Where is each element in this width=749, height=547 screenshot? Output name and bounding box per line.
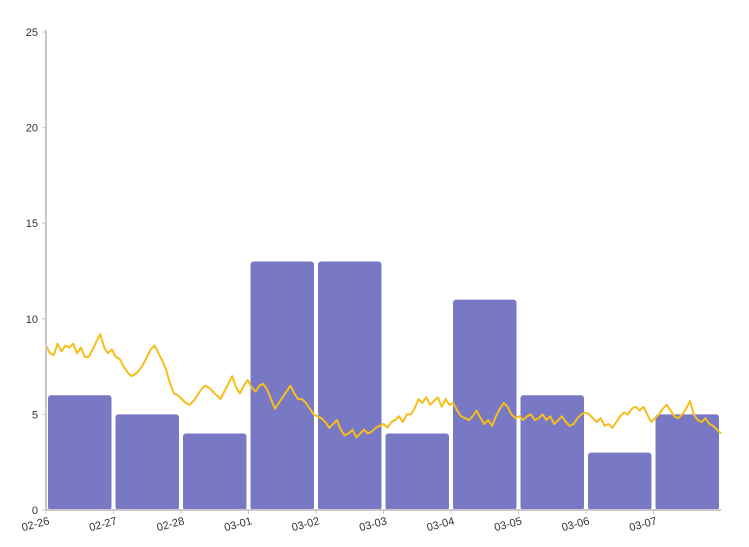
y-tick-label: 0: [32, 505, 38, 517]
x-tick-label: 03-01: [223, 515, 253, 534]
x-tick-label: 03-07: [628, 515, 658, 534]
x-tick-label: 03-02: [290, 515, 320, 534]
x-tick-label: 03-06: [560, 515, 590, 534]
bar: [318, 261, 382, 510]
bar-series: [48, 261, 719, 510]
line-path: [45, 333, 722, 439]
bar: [385, 433, 449, 510]
y-tick-label: 20: [26, 123, 38, 135]
y-tick-label: 5: [32, 409, 38, 421]
x-tick-label: 03-03: [358, 515, 388, 534]
bar: [48, 395, 112, 510]
x-tick-label: 03-05: [493, 515, 523, 534]
bar: [250, 261, 314, 510]
bar: [453, 299, 517, 510]
bar: [115, 414, 179, 510]
bar: [520, 395, 584, 510]
y-tick-label: 25: [26, 27, 38, 39]
y-tick-label: 15: [26, 218, 38, 230]
bar: [655, 414, 719, 510]
x-tick-label: 02-26: [20, 515, 50, 534]
y-axis-ticks: 0 5 10 15 20 25: [26, 27, 46, 517]
bar: [183, 433, 247, 510]
y-tick-label: 10: [26, 314, 38, 326]
x-tick-label: 02-28: [155, 515, 185, 534]
bar: [588, 452, 652, 510]
x-tick-label: 03-04: [425, 515, 455, 534]
line-series: [45, 333, 722, 439]
x-tick-label: 02-27: [88, 515, 118, 534]
x-axis-ticks: 02-26 02-27 02-28 03-01 03-02 03-03 03-04 03-05…: [20, 510, 658, 534]
